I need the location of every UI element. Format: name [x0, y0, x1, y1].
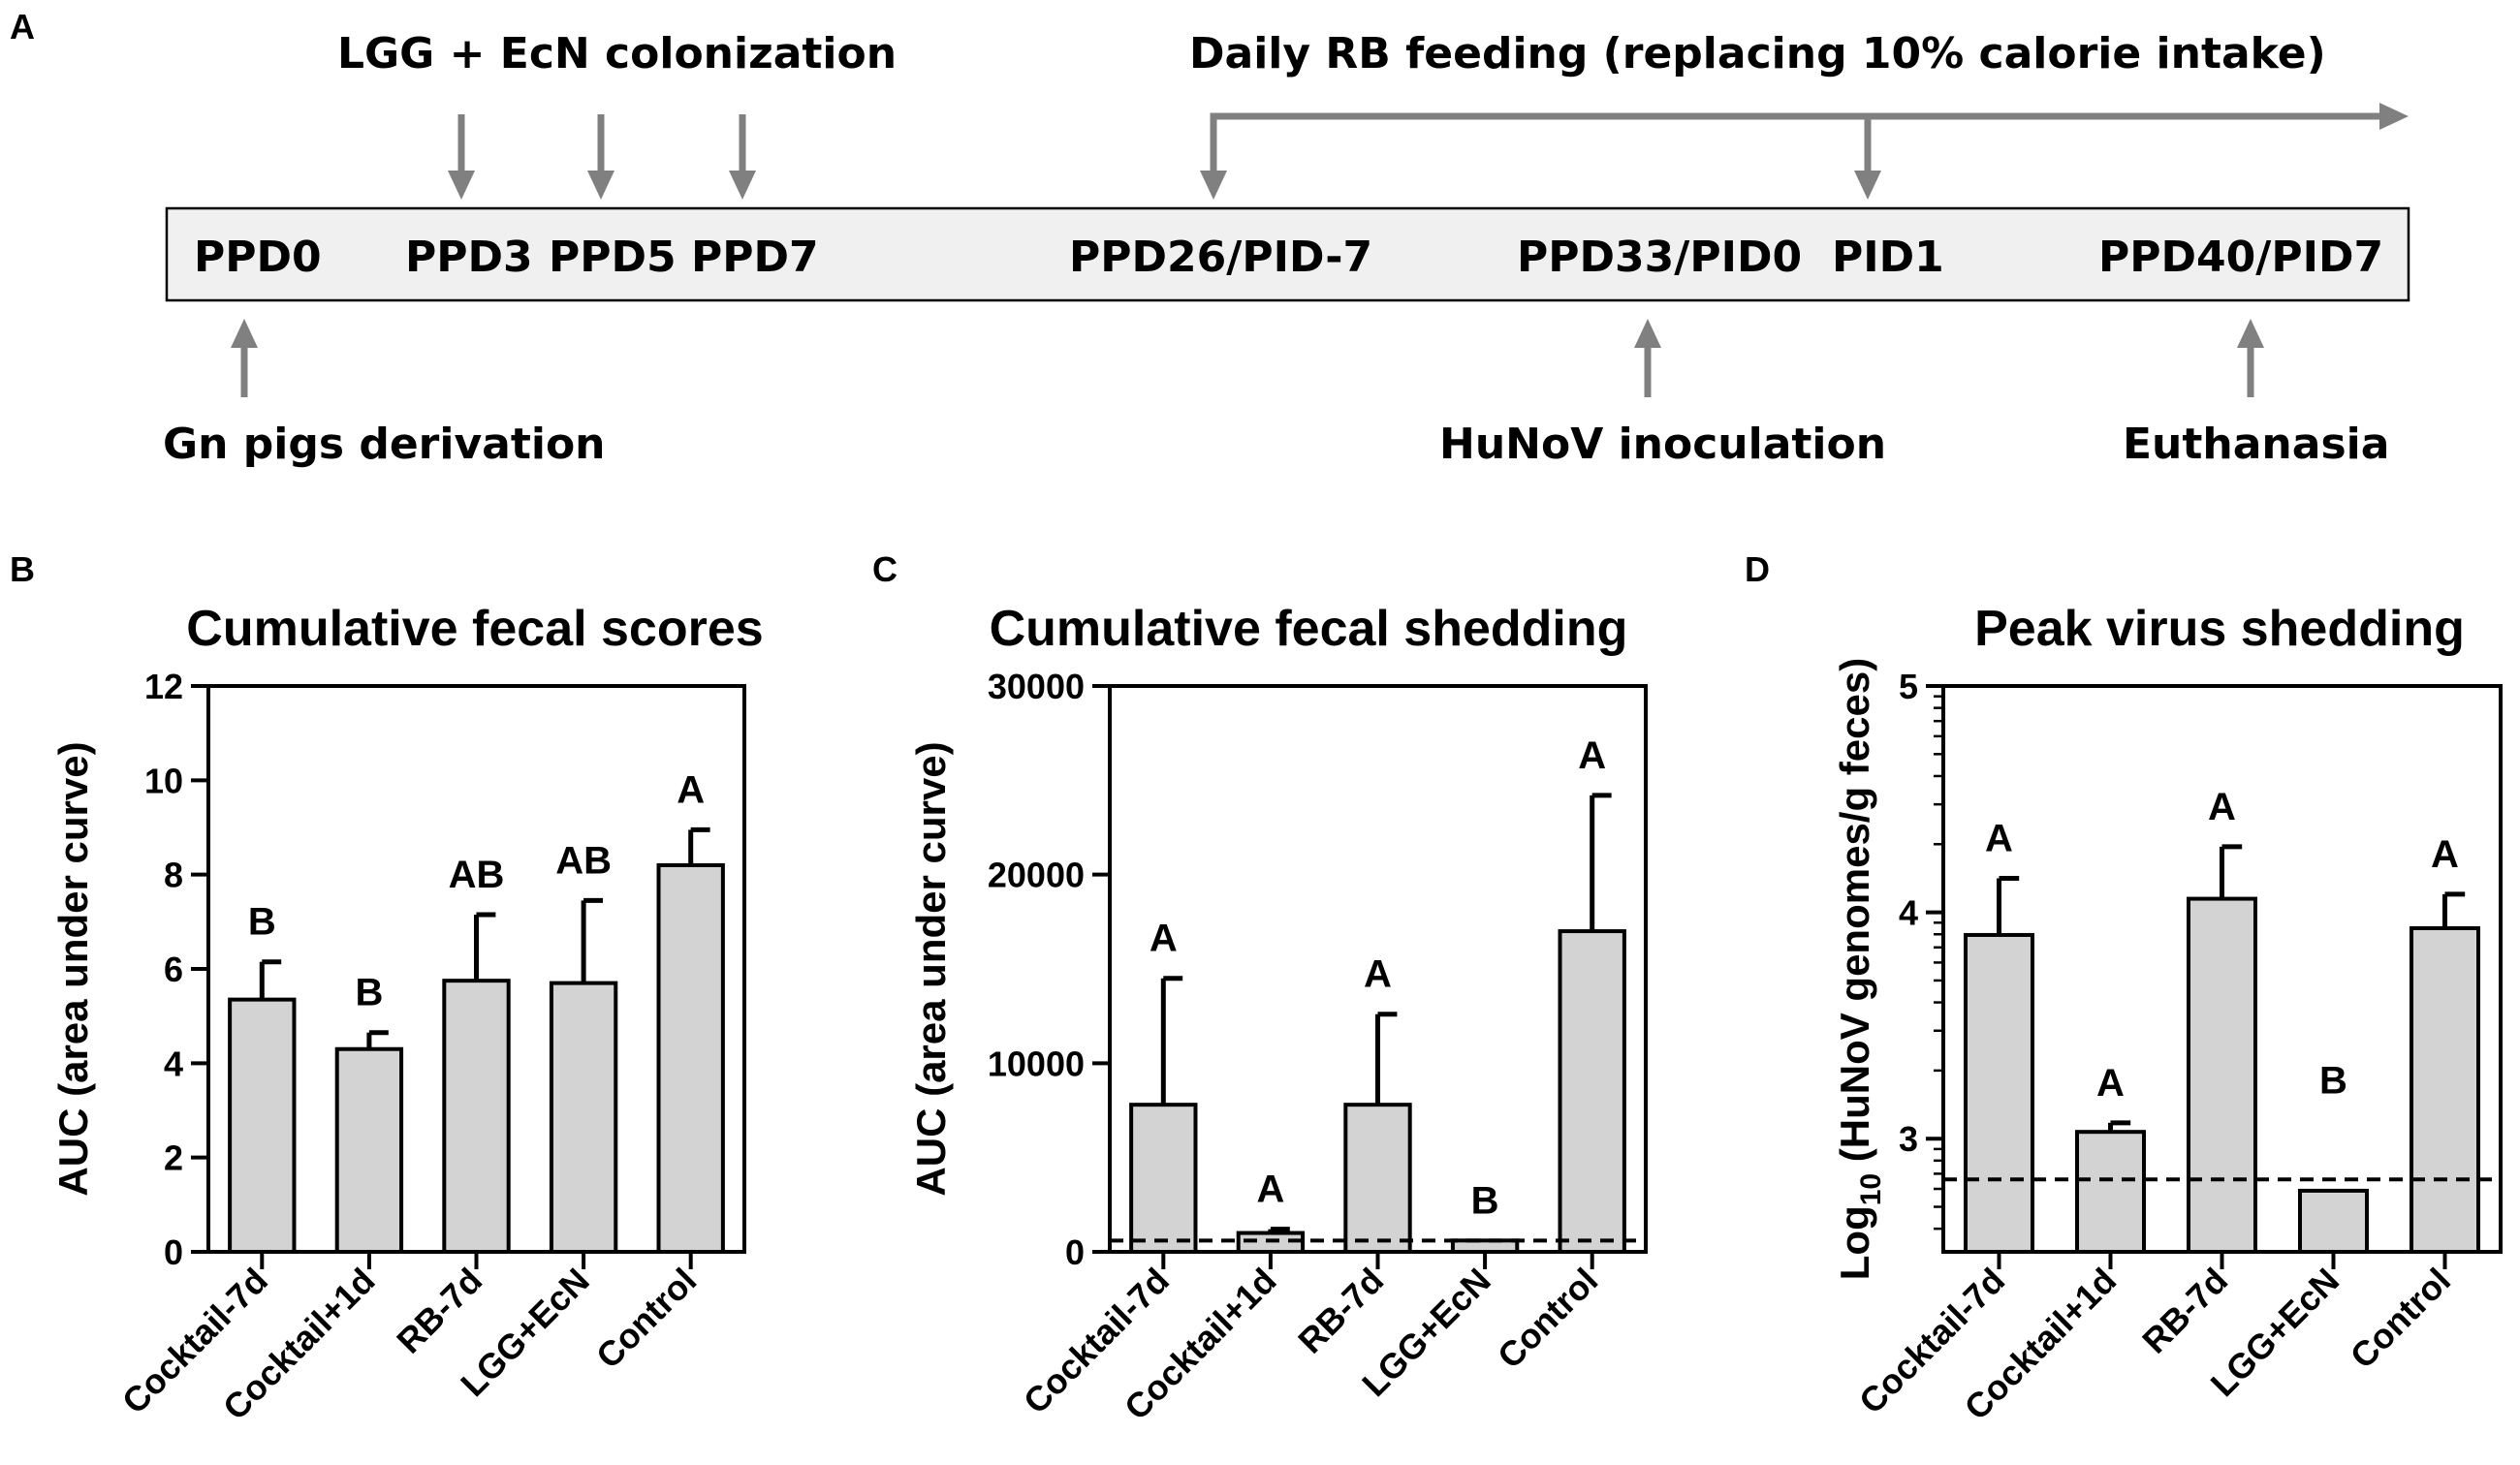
- y-label-part: Log: [1832, 1205, 1877, 1280]
- bar: [1343, 1103, 1412, 1255]
- bar: [442, 979, 511, 1255]
- day-ppd5: PPD5: [549, 233, 677, 282]
- x-tick-label: Control: [1490, 1261, 1605, 1376]
- day-ppd40: PPD40/PID7: [2098, 233, 2383, 282]
- day-ppd33: PPD33/PID0: [1517, 233, 1802, 282]
- day-ppd26: PPD26/PID-7: [1069, 233, 1372, 282]
- y-tick-label: 10000: [988, 1044, 1085, 1083]
- chart-fecal-scores: Cumulative fecal scores AUC (area under c…: [50, 601, 764, 1427]
- plot-frame: [206, 684, 746, 1254]
- bar: [2298, 1188, 2369, 1254]
- y-tick-label: 2: [164, 1138, 183, 1178]
- y-tick-label: 30000: [988, 667, 1085, 706]
- group-letter: A: [1150, 918, 1178, 960]
- bar: [2410, 925, 2480, 1255]
- event-arrows: [231, 319, 2264, 397]
- plot-frame: [1941, 684, 2503, 1254]
- panel-letter-a: A: [10, 7, 35, 47]
- x-tick-label: Control: [2343, 1261, 2458, 1376]
- bar: [2075, 1130, 2146, 1255]
- feeding-arrow: [1200, 103, 2409, 200]
- bar: [549, 981, 618, 1254]
- timeline-box: [165, 206, 2410, 302]
- x-tick-label: RB-7d: [1290, 1261, 1391, 1361]
- y-tick-label: 10: [144, 761, 183, 800]
- group-letter: B: [355, 972, 383, 1014]
- bar: [228, 997, 297, 1254]
- group-letter: A: [1578, 734, 1606, 777]
- y-tick-label: 0: [164, 1232, 183, 1272]
- group-letter: A: [2096, 1062, 2125, 1105]
- y-label-subscript: 10: [1855, 1173, 1887, 1205]
- group-letter: B: [248, 901, 276, 944]
- x-tick-label: RB-7d: [389, 1261, 489, 1361]
- group-letter: A: [2431, 833, 2459, 876]
- y-label-part: (HuNoV genomes/g feces): [1832, 658, 1877, 1173]
- group-letter: A: [677, 768, 705, 811]
- y-axis-label: AUC (area under curve): [50, 741, 96, 1196]
- plot-frame: [1108, 684, 1648, 1254]
- group-letter: AB: [555, 839, 612, 882]
- y-tick-label: 4: [1899, 893, 1918, 933]
- group-letter: A: [1256, 1169, 1284, 1211]
- x-tick-label: Control: [588, 1261, 704, 1376]
- bar: [656, 862, 725, 1255]
- y-tick-label: 20000: [988, 856, 1085, 895]
- group-letter: A: [1364, 953, 1392, 996]
- y-tick-label: 6: [164, 950, 183, 989]
- colonization-arrows: [448, 114, 756, 200]
- day-ppd3: PPD3: [405, 233, 533, 282]
- chart-title: Peak virus shedding: [1974, 601, 2465, 657]
- chart-title: Cumulative fecal shedding: [990, 601, 1628, 657]
- panel-letter-d: D: [1745, 549, 1770, 589]
- chart-fecal-shedding: Cumulative fecal shedding AUC (area under…: [908, 601, 1648, 1427]
- day-ppd7: PPD7: [691, 233, 819, 282]
- group-letter: B: [2319, 1059, 2347, 1102]
- group-letter: B: [1471, 1179, 1499, 1222]
- y-axis-label: AUC (area under curve): [908, 741, 954, 1196]
- bar: [1558, 929, 1626, 1254]
- chart-title: Cumulative fecal scores: [186, 601, 763, 657]
- timeline: LGG + EcN colonization Daily RB feeding …: [163, 29, 2410, 469]
- inoculation-label: HuNoV inoculation: [1439, 420, 1886, 469]
- day-ppd0: PPD0: [194, 233, 322, 282]
- group-letter: A: [1985, 818, 2013, 860]
- bar: [1964, 932, 2034, 1255]
- y-tick-label: 0: [1065, 1232, 1085, 1272]
- y-tick-label: 4: [164, 1044, 183, 1083]
- x-tick-label: RB-7d: [2134, 1261, 2235, 1361]
- group-letter: AB: [449, 854, 505, 896]
- euthanasia-label: Euthanasia: [2123, 420, 2389, 469]
- bar: [334, 1046, 404, 1254]
- y-tick-label: 8: [164, 856, 183, 895]
- feeding-label: Daily RB feeding (replacing 10% calorie …: [1189, 29, 2326, 78]
- group-letter: A: [2208, 786, 2236, 828]
- day-pid1: PID1: [1832, 233, 1944, 282]
- panel-letter-c: C: [872, 549, 898, 589]
- derivation-label: Gn pigs derivation: [163, 420, 606, 469]
- bar: [2187, 896, 2257, 1254]
- bar: [1129, 1103, 1198, 1255]
- y-tick-label: 12: [144, 667, 183, 706]
- y-tick-label: 5: [1899, 667, 1918, 706]
- colonization-label: LGG + EcN colonization: [337, 29, 897, 78]
- chart-peak-shedding: Peak virus shedding Log10 (HuNoV genomes/…: [1832, 601, 2503, 1427]
- y-axis-label: Log10 (HuNoV genomes/g feces): [1832, 658, 1887, 1280]
- y-tick-label: 3: [1899, 1119, 1918, 1159]
- panel-letter-b: B: [10, 549, 35, 589]
